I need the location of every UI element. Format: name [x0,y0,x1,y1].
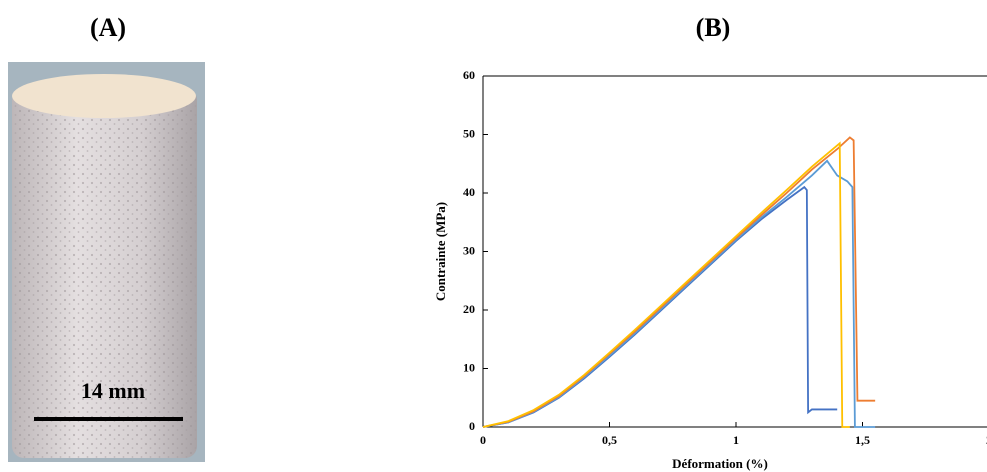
x-tick-label: 1 [733,433,739,447]
panel-label: (A) [90,13,126,42]
series-line [482,159,876,428]
x-axis-title: Déformation (%) [672,456,768,471]
sample-pores [12,88,197,458]
x-tick-label: 0 [480,433,486,447]
series-line [482,136,876,428]
y-axis-title: Contrainte (MPa) [433,202,448,301]
y-tick-label: 20 [463,302,475,316]
y-tick-label: 40 [463,185,475,199]
y-tick-label: 10 [463,360,475,374]
x-tick-label: 0,5 [602,433,617,447]
y-tick-label: 50 [463,126,475,140]
y-tick-label: 60 [463,68,475,82]
y-tick-label: 30 [463,243,475,257]
y-tick-label: 0 [469,419,475,433]
x-tick-label: 1,5 [855,433,870,447]
panel-label: (B) [696,13,731,42]
photo: 14 mm [8,62,205,462]
scale-label: 14 mm [81,378,145,403]
sample-top [12,74,196,118]
series-line [482,141,850,428]
